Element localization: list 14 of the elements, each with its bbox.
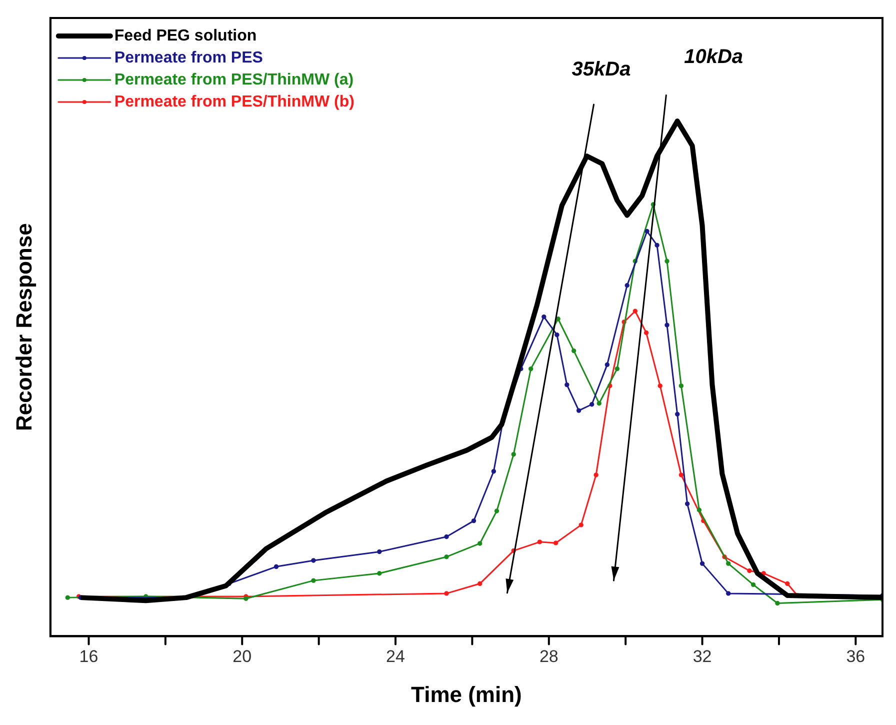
text: 10kDa bbox=[684, 46, 744, 68]
x-tick-label: 16 bbox=[79, 647, 98, 666]
x-tick-label: 20 bbox=[232, 647, 252, 666]
text: 35kDa bbox=[572, 58, 631, 80]
legend-label: Permeate from PES bbox=[114, 49, 264, 66]
x-tick-label: 32 bbox=[692, 647, 712, 666]
x-tick-label: 36 bbox=[846, 647, 866, 666]
x-tick-label: 24 bbox=[386, 647, 405, 666]
y-axis-title: Recorder Response bbox=[11, 223, 36, 432]
x-tick-label: 28 bbox=[539, 647, 558, 666]
x-axis-title: Time (min) bbox=[411, 682, 522, 707]
legend-label: Permeate from PES/ThinMW (a) bbox=[114, 71, 354, 88]
legend-label: Permeate from PES/ThinMW (b) bbox=[114, 93, 354, 110]
legend-label: Feed PEG solution bbox=[114, 27, 257, 44]
